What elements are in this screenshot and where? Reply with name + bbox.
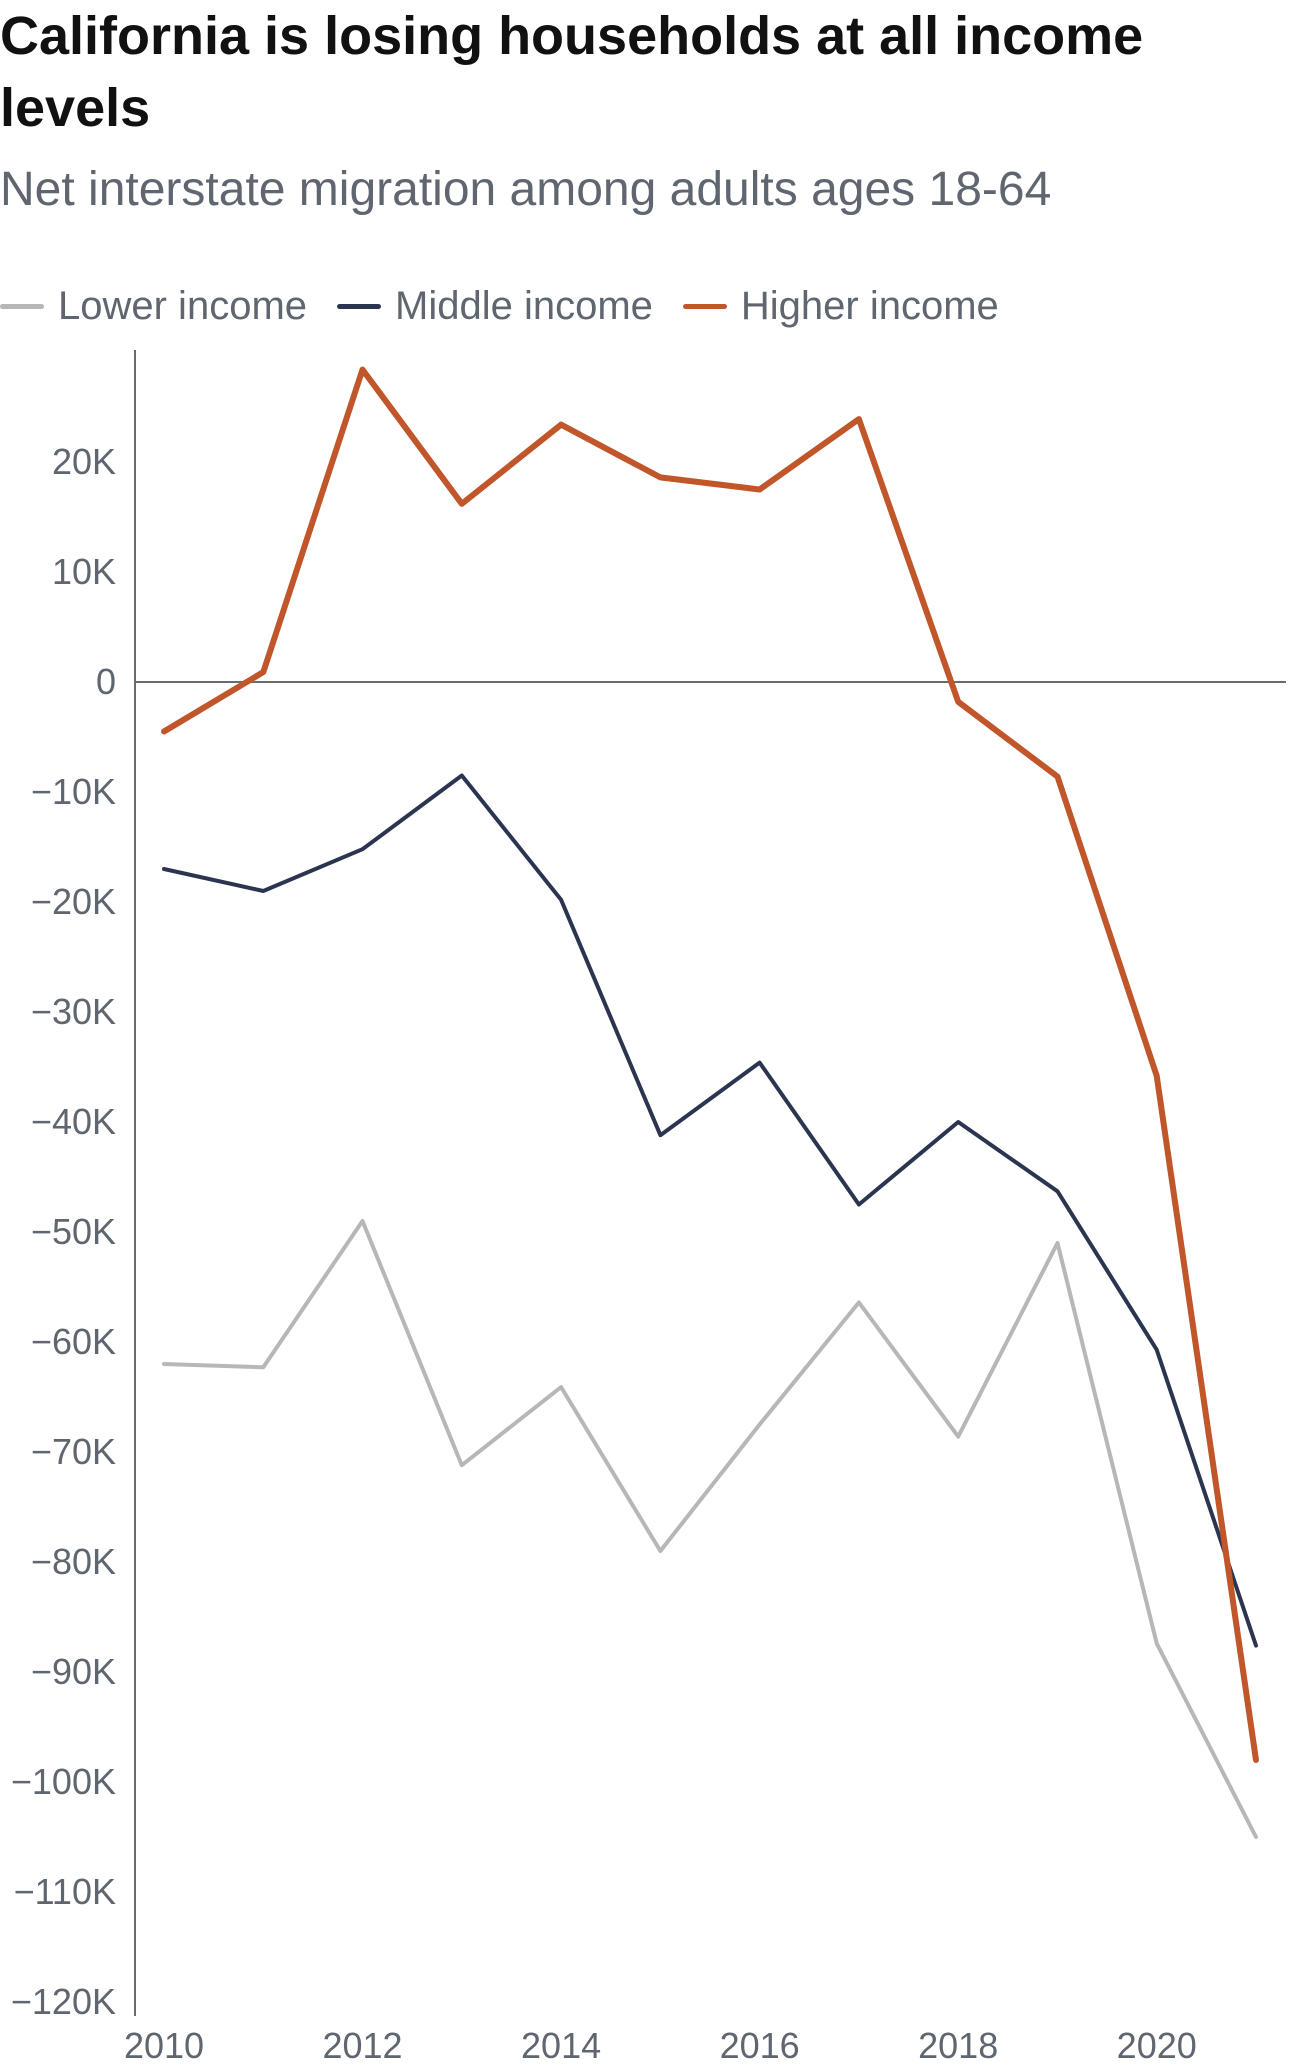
legend-swatch-lower-income — [0, 303, 44, 309]
y-tick-label: −20K — [31, 881, 116, 922]
y-tick-label: −120K — [11, 1981, 116, 2022]
y-tick-label: −50K — [31, 1211, 116, 1252]
series-line-middle-income — [162, 773, 1258, 1648]
legend-swatch-higher-income — [682, 303, 727, 309]
legend-label-higher-income: Higher income — [740, 283, 999, 328]
y-tick-label: −110K — [14, 1871, 116, 1912]
legend-item-higher-income: Higher income — [682, 283, 999, 329]
y-tick-label: −70K — [31, 1431, 116, 1472]
y-tick-label: −30K — [31, 991, 116, 1032]
legend: Lower income Middle income Higher income — [0, 276, 1029, 336]
y-tick-label: 20K — [52, 441, 116, 482]
legend-label-lower-income: Lower income — [58, 283, 308, 328]
chart-subtitle: Net interstate migration among adults ag… — [0, 163, 1052, 216]
y-tick-label: −40K — [31, 1101, 116, 1142]
x-tick-label: 2020 — [1117, 2025, 1197, 2065]
legend-swatch-middle-income — [337, 303, 382, 309]
legend-label-middle-income: Middle income — [395, 283, 653, 328]
series-line-lower-income — [162, 1219, 1258, 1839]
x-tick-label: 2018 — [918, 2025, 998, 2065]
y-tick-label: −10K — [31, 771, 116, 812]
legend-item-middle-income: Middle income — [337, 284, 653, 329]
line-chart: 20K 10K 0 −10K −20K −30K −40K −50K −60K −70K −80K −… — [11, 350, 1286, 2065]
y-tick-label: −90K — [31, 1651, 116, 1692]
x-tick-label: 2012 — [322, 2025, 402, 2065]
legend-item-lower-income: Lower income — [0, 284, 307, 329]
y-tick-label: 0 — [96, 661, 116, 702]
chart-title: California is losing households at all i… — [0, 6, 1144, 138]
y-tick-label: 10K — [52, 551, 116, 592]
y-tick-label: −100K — [11, 1761, 116, 1802]
y-tick-label: −60K — [31, 1321, 116, 1362]
series-line-higher-income — [161, 366, 1259, 1763]
x-tick-label: 2014 — [521, 2025, 601, 2065]
x-tick-label: 2010 — [124, 2025, 204, 2065]
x-tick-label: 2016 — [720, 2025, 800, 2065]
y-tick-label: −80K — [31, 1541, 116, 1582]
